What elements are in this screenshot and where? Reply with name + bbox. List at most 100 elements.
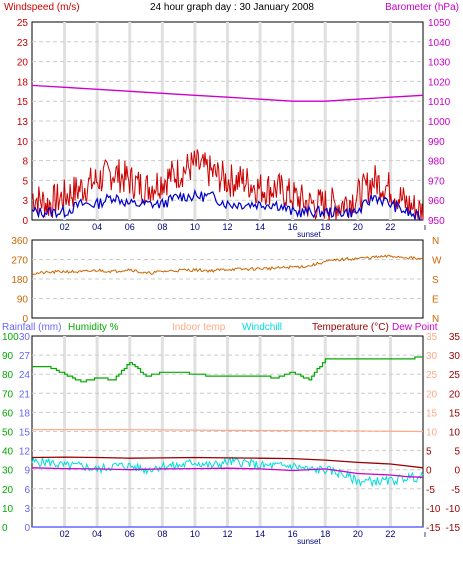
compass-tick-label: N — [432, 236, 439, 247]
y-tick-label-baro: 970 — [428, 176, 445, 187]
windspeed-average-line — [31, 188, 422, 221]
y-tick-label-wind: 25 — [17, 18, 29, 29]
legend-temperature: Temperature (°C) — [312, 322, 389, 333]
y-tick-label-direction: 90 — [17, 295, 29, 306]
legend-indoor-temp: Indoor temp — [172, 322, 226, 333]
y-tick-label-temp-indoor: -5 — [426, 485, 435, 496]
chart-title: 24 hour graph day : 30 January 2008 — [150, 2, 314, 13]
y-tick-label-humidity: 20 — [2, 485, 14, 496]
y-tick-label-wind: 8 — [22, 157, 28, 168]
dewpoint-line — [31, 467, 424, 478]
y-tick-label-temp-indoor: -10 — [426, 504, 441, 515]
x-tick-label: 18 — [320, 222, 330, 232]
temperature-line — [31, 456, 424, 469]
x-tick-end: ı — [424, 222, 427, 232]
indoor-temp-line — [32, 429, 424, 433]
y-tick-label-wind: 0 — [22, 216, 28, 227]
y-tick-label-humidity: 90 — [2, 351, 14, 362]
legend-windchill: Windchill — [242, 322, 282, 333]
x-tick-label: 08 — [157, 222, 167, 232]
y-tick-label-rain: 27 — [19, 351, 31, 362]
y-tick-label-wind: 13 — [17, 117, 29, 128]
y-tick-label-temp: 35 — [449, 332, 461, 343]
y-tick-label-wind: 5 — [22, 176, 28, 187]
y-tick-label-wind: 3 — [22, 196, 28, 207]
y-tick-label-humidity: 60 — [2, 408, 14, 419]
y-tick-label-rain: 6 — [24, 485, 30, 496]
wind-direction-line — [31, 254, 424, 276]
y-tick-label-temp-indoor: 10 — [426, 428, 438, 439]
compass-tick-label: N — [432, 314, 439, 325]
y-tick-label-rain: 3 — [24, 504, 30, 515]
windspeed-gust-line — [31, 149, 424, 221]
x-tick-label: 02 — [60, 222, 70, 232]
y-tick-label-humidity: 70 — [2, 389, 14, 400]
windspeed-axis-title: Windspeed (m/s) — [4, 2, 80, 13]
legend-rainfall: Rainfall (mm) — [2, 322, 61, 333]
y-tick-label-rain: 12 — [19, 447, 31, 458]
compass-tick-label: S — [432, 275, 439, 286]
x-tick-label: 10 — [190, 222, 200, 232]
x-tick-label: 04 — [92, 529, 102, 539]
y-tick-label-temp-indoor: 0 — [426, 466, 432, 477]
y-tick-label-baro: 990 — [428, 137, 445, 148]
x-tick-label: 20 — [353, 222, 363, 232]
x-tick-label: 14 — [255, 529, 265, 539]
x-tick-label: 12 — [222, 529, 232, 539]
y-tick-label-direction: 270 — [11, 256, 28, 267]
x-tick-label: 16 — [288, 222, 298, 232]
y-tick-label-humidity: 100 — [2, 332, 19, 343]
y-tick-label-wind: 18 — [17, 77, 29, 88]
x-tick-label: 06 — [125, 222, 135, 232]
y-tick-label-wind: 15 — [17, 97, 29, 108]
y-tick-label-baro: 950 — [428, 216, 445, 227]
y-tick-label-temp: -15 — [446, 523, 461, 534]
y-tick-label-baro: 1020 — [428, 77, 451, 88]
y-tick-label-baro: 1040 — [428, 38, 451, 49]
y-tick-label-baro: 1000 — [428, 117, 451, 128]
x-tick-label: 04 — [92, 222, 102, 232]
humidity-line — [32, 356, 423, 383]
y-tick-label-temp: 5 — [454, 447, 460, 458]
x-tick-label: 22 — [385, 529, 395, 539]
y-tick-label-temp: 30 — [449, 351, 461, 362]
y-tick-label-temp-indoor: 25 — [426, 370, 438, 381]
y-tick-label-humidity: 0 — [2, 523, 8, 534]
y-tick-label-rain: 18 — [19, 408, 31, 419]
x-tick-label: 16 — [288, 529, 298, 539]
y-tick-label-direction: 0 — [22, 314, 28, 325]
x-tick-label: 20 — [353, 529, 363, 539]
y-tick-label-temp: 25 — [449, 370, 461, 381]
y-tick-label-temp-indoor: -15 — [426, 523, 441, 534]
y-tick-label-direction: 360 — [11, 236, 28, 247]
y-tick-label-temp: 20 — [449, 389, 461, 400]
y-tick-label-wind: 20 — [17, 58, 29, 69]
y-tick-label-baro: 960 — [428, 196, 445, 207]
x-tick-label: 06 — [125, 529, 135, 539]
compass-tick-label: E — [432, 295, 439, 306]
y-tick-label-baro: 1050 — [428, 18, 451, 29]
y-tick-label-rain: 0 — [24, 523, 30, 534]
y-tick-label-humidity: 80 — [2, 370, 14, 381]
y-tick-label-rain: 9 — [24, 466, 30, 477]
y-tick-label-temp-indoor: 20 — [426, 389, 438, 400]
y-tick-label-rain: 30 — [19, 332, 31, 343]
x-tick-label: 12 — [222, 222, 232, 232]
y-tick-label-temp-indoor: 30 — [426, 351, 438, 362]
x-tick-label: 02 — [60, 529, 70, 539]
barometer-line — [31, 84, 424, 102]
compass-tick-label: W — [432, 256, 442, 267]
y-tick-label-rain: 24 — [19, 370, 31, 381]
y-tick-label-humidity: 40 — [2, 447, 14, 458]
barometer-axis-title: Barometer (hPa) — [385, 2, 459, 13]
y-tick-label-baro: 1030 — [428, 58, 451, 69]
windchill-line — [31, 456, 424, 488]
y-tick-label-wind: 23 — [17, 38, 29, 49]
y-tick-label-temp: -5 — [451, 485, 460, 496]
y-tick-label-rain: 21 — [19, 389, 31, 400]
y-tick-label-humidity: 50 — [2, 428, 14, 439]
y-tick-label-temp: 0 — [454, 466, 460, 477]
y-tick-label-rain: 15 — [19, 428, 31, 439]
